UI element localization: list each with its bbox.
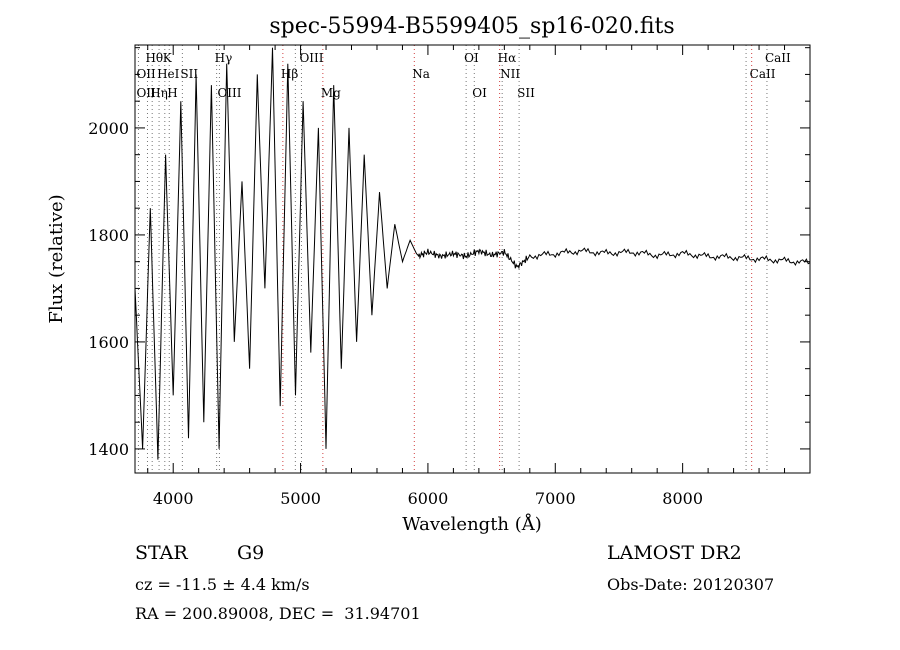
x-tick-label: 8000 [662, 489, 703, 508]
line-marker-label: Hγ [215, 51, 233, 65]
line-marker-label: OIII [299, 51, 323, 65]
chart-title: spec-55994-B5599405_sp16-020.fits [269, 14, 674, 39]
line-marker-label: HeI [157, 67, 180, 81]
x-tick-label: 7000 [535, 489, 576, 508]
y-axis: 1400 1600 1800 2000 [88, 47, 810, 459]
line-marker-label: OIII [217, 86, 241, 100]
line-marker-label: CaII [750, 67, 776, 81]
spectrum-line [134, 47, 811, 460]
line-marker-label: Hβ [281, 67, 298, 81]
x-axis-label: Wavelength (Å) [402, 513, 542, 535]
line-marker-label: Hα [498, 51, 517, 65]
y-tick-label: 1600 [88, 333, 129, 352]
line-marker-label: SII [180, 67, 198, 81]
line-marker-label: OI [464, 51, 479, 65]
line-marker-label: Na [412, 67, 430, 81]
spectrum-chart: spec-55994-B5599405_sp16-020.fits Hθ K Hγ O… [46, 14, 811, 535]
line-marker-label: Hθ [145, 51, 163, 65]
x-tick-label: 5000 [280, 489, 321, 508]
y-axis-label: Flux (relative) [46, 194, 67, 323]
line-marker-label: OI [472, 86, 487, 100]
line-marker-label: K [163, 51, 173, 65]
object-class: STAR [135, 542, 188, 564]
y-tick-label: 1400 [88, 440, 129, 459]
x-axis: 4000 5000 6000 7000 8000 [147, 45, 786, 508]
spectral-line-markers [137, 45, 768, 473]
coordinates-label: RA = 200.89008, DEC = 31.94701 [135, 604, 421, 623]
redshift-label: cz = -11.5 ± 4.4 km/s [135, 575, 310, 594]
line-marker-label: H [167, 86, 177, 100]
line-marker-label: CaII [765, 51, 791, 65]
line-marker-label: SII [517, 86, 535, 100]
object-subclass: G9 [237, 542, 265, 564]
line-marker-label: Hη [150, 86, 168, 100]
line-marker-label: NII [500, 67, 520, 81]
x-tick-label: 6000 [408, 489, 449, 508]
plot-frame [134, 44, 811, 474]
line-marker-label: OII [136, 67, 156, 81]
y-tick-label: 2000 [88, 119, 129, 138]
y-tick-label: 1800 [88, 226, 129, 245]
obs-date-label: Obs-Date: 20120307 [607, 575, 775, 594]
x-tick-label: 4000 [153, 489, 194, 508]
line-marker-label: Mg [321, 86, 341, 100]
survey-label: LAMOST DR2 [607, 542, 742, 564]
line-marker-label: OII [136, 86, 156, 100]
